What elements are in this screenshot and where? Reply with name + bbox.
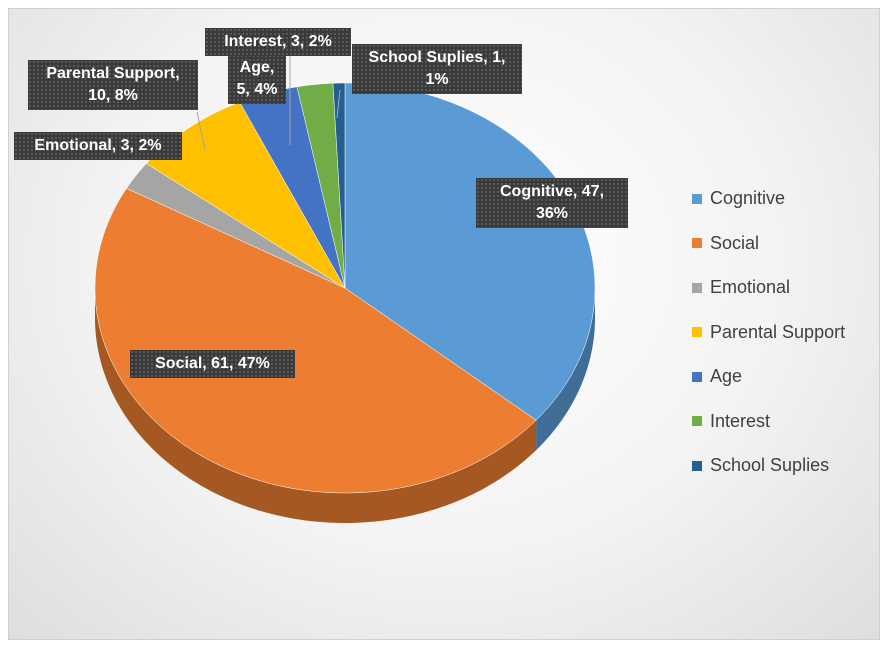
legend-entry: Social — [692, 233, 759, 254]
legend-swatch — [692, 282, 702, 293]
legend-swatch — [692, 460, 702, 471]
slice — [332, 82, 346, 289]
slice — [94, 188, 537, 494]
leader-line — [196, 111, 206, 151]
slice-side — [95, 288, 537, 523]
data-label: Parental Support, 10, 8% — [28, 60, 198, 110]
slice — [296, 82, 346, 289]
leader-line — [336, 89, 341, 119]
legend-entry: Interest — [692, 411, 770, 432]
legend-label: Cognitive — [710, 188, 786, 208]
legend-label: Parental Support — [710, 321, 846, 342]
legend-entry: School Suplies — [692, 455, 829, 476]
data-label: Age, 5, 4% — [228, 54, 286, 104]
legend-swatch — [692, 327, 702, 337]
legend-entry: Age — [692, 366, 742, 387]
legend-label: Interest — [710, 410, 771, 431]
data-label: Social, 61, 47% — [130, 350, 295, 378]
legend-swatch — [692, 193, 702, 204]
data-label: Interest, 3, 2% — [205, 28, 351, 56]
data-label: Cognitive, 47, 36% — [476, 178, 628, 228]
legend-entry: Parental Support — [692, 322, 845, 343]
legend-swatch — [692, 238, 702, 248]
slice-side — [536, 288, 595, 451]
legend-entry: Cognitive — [692, 188, 785, 209]
data-label: School Suplies, 1, 1% — [352, 44, 522, 94]
legend-label: School Suplies — [710, 455, 830, 475]
data-label: Emotional, 3, 2% — [14, 132, 182, 160]
legend-swatch — [692, 371, 702, 382]
slice — [126, 163, 346, 289]
legend-label: Age — [710, 366, 743, 386]
legend-label: Emotional — [710, 277, 791, 297]
legend-label: Social — [710, 232, 760, 253]
legend-entry: Emotional — [692, 277, 790, 298]
legend-swatch — [692, 416, 702, 426]
